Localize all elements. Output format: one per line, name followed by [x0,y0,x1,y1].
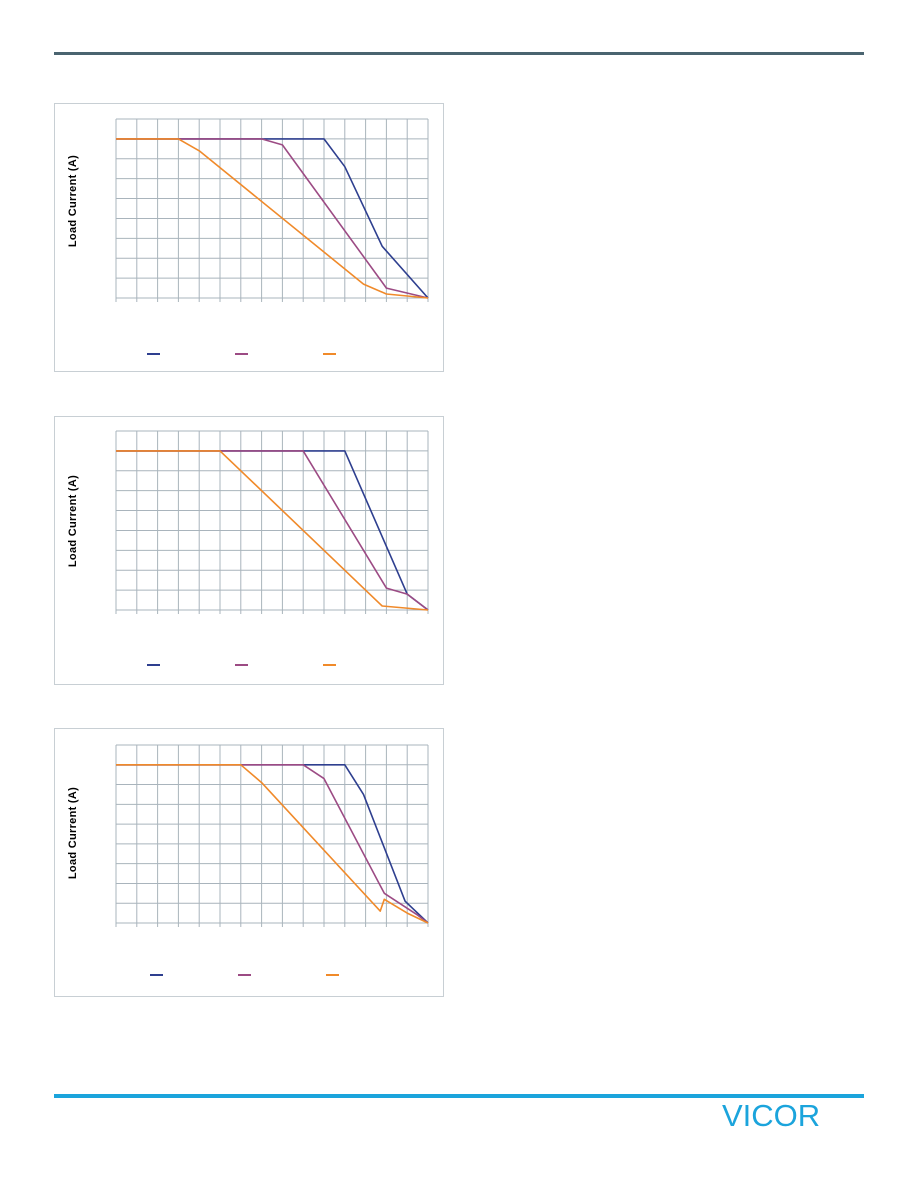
chart-3: Load Current (A) [55,729,445,998]
chart-2: Load Current (A) [55,417,445,686]
chart-2-grid [116,431,428,614]
chart-1-ylabel: Load Current (A) [67,155,79,247]
chart-2-ylabel: Load Current (A) [67,475,79,567]
chart-3-grid [116,745,428,927]
chart-1: Load Current (A) [55,104,445,373]
chart-3-ylabel: Load Current (A) [67,787,79,879]
vicor-logo-text: VICOR [722,1098,820,1132]
vicor-logo: VICOR [722,1098,864,1132]
chart-panel-2: Load Current (A) [54,416,444,685]
header-rule [54,52,864,55]
chart-panel-3: Load Current (A) [54,728,444,997]
chart-panel-1: Load Current (A) [54,103,444,372]
